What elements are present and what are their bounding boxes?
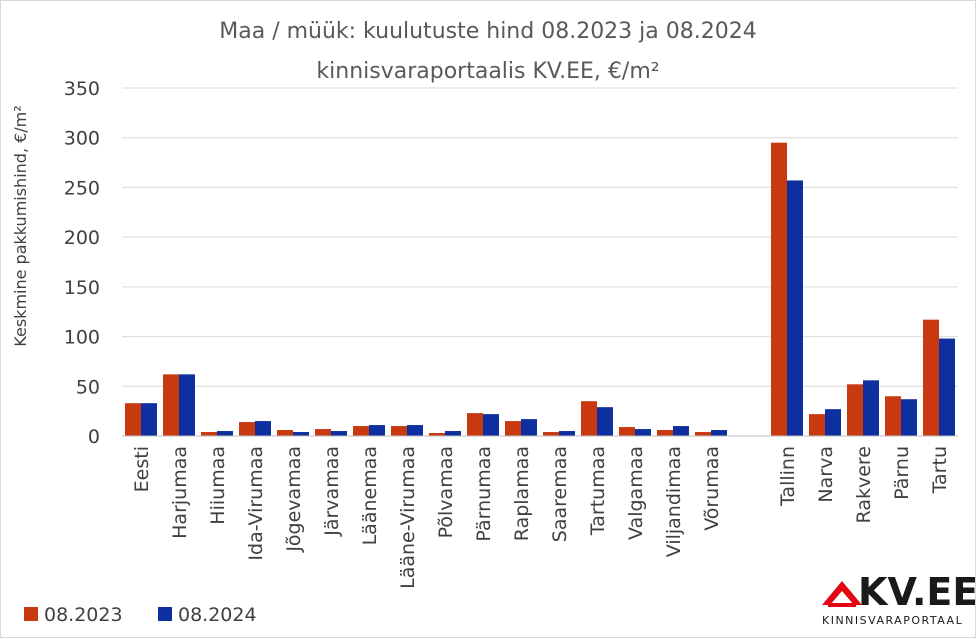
x-tick-label: Tartumaa [587, 446, 609, 536]
logo-subtitle: KINNISVARAPORTAAL [822, 614, 963, 627]
x-tick-label: Lääne-Virumaa [397, 446, 419, 589]
bar-08.2024-Hiiumaa [217, 431, 233, 436]
gridlines [122, 87, 958, 387]
bar-08.2023-Tartumaa [581, 401, 597, 436]
legend-swatch-08.2024 [158, 607, 172, 621]
bar-08.2024-Järvamaa [331, 431, 347, 436]
y-axis-ticks: 0 50 100 150 200 250 300 350 [64, 78, 100, 448]
bar-08.2023-Põlvamaa [429, 433, 445, 436]
x-tick-label: Jõgevamaa [283, 446, 305, 553]
x-tick-label: Võrumaa [701, 446, 723, 531]
logo-text: KV.EE [858, 570, 976, 614]
y-tick-label: 350 [64, 78, 100, 100]
chart-title: Maa / müük: kuulutuste hind 08.2023 ja 0… [219, 19, 757, 84]
x-tick-label: Tartu [929, 446, 951, 494]
bar-08.2023-Jõgevamaa [277, 430, 293, 436]
bar-08.2024-Raplamaa [521, 419, 537, 436]
bar-08.2023-Pärnumaa [467, 413, 483, 436]
bar-08.2023-Saaremaa [543, 432, 559, 436]
y-tick-label: 300 [64, 128, 100, 150]
bar-08.2023-Eesti [125, 403, 141, 436]
bar-08.2023-Järvamaa [315, 429, 331, 436]
bar-08.2023-Lääne-Virumaa [391, 426, 407, 436]
legend-label: 08.2023 [44, 604, 123, 626]
bar-08.2024-Tallinn [787, 180, 803, 436]
bar-08.2024-Eesti [141, 403, 157, 436]
bar-08.2024-Võrumaa [711, 430, 727, 436]
house-icon [822, 581, 862, 607]
x-tick-label: Narva [815, 446, 837, 503]
bar-08.2023-Harjumaa [163, 374, 179, 436]
bar-08.2023-Narva [809, 414, 825, 436]
x-tick-label: Järvamaa [321, 446, 343, 537]
bar-08.2024-Rakvere [863, 380, 879, 436]
bar-08.2024-Pärnumaa [483, 414, 499, 436]
y-axis-label: Keskmine pakkumishind, €/m² [11, 105, 30, 346]
bar-08.2024-Harjumaa [179, 374, 195, 436]
y-tick-label: 250 [64, 177, 100, 199]
x-tick-label: Ida-Virumaa [245, 446, 267, 561]
bars [125, 142, 955, 436]
bar-08.2024-Ida-Virumaa [255, 421, 271, 436]
y-tick-label: 200 [64, 227, 100, 249]
y-tick-label: 150 [64, 277, 100, 299]
x-tick-label: Läänemaa [359, 446, 381, 545]
x-tick-label: Põlvamaa [435, 446, 457, 538]
bar-08.2024-Põlvamaa [445, 431, 461, 436]
bar-08.2024-Jõgevamaa [293, 432, 309, 436]
x-axis-ticks: Eesti Harjumaa Hiiumaa Ida-Virumaa Jõgevamaa… [131, 446, 951, 589]
bar-08.2023-Läänemaa [353, 426, 369, 436]
x-tick-label: Valgamaa [625, 446, 647, 540]
bar-08.2023-Võrumaa [695, 432, 711, 436]
chart-title-line-1: Maa / müük: kuulutuste hind 08.2023 ja 0… [219, 19, 757, 44]
bar-08.2024-Narva [825, 409, 841, 436]
x-tick-label: Saaremaa [549, 446, 571, 542]
bar-08.2023-Pärnu [885, 396, 901, 436]
legend-label: 08.2024 [178, 604, 257, 626]
legend-swatch-08.2023 [24, 607, 38, 621]
bar-08.2024-Lääne-Virumaa [407, 425, 423, 436]
x-tick-label: Hiiumaa [207, 446, 229, 525]
bar-08.2023-Tartu [923, 319, 939, 436]
x-tick-label: Pärnu [891, 446, 913, 500]
x-tick-label: Harjumaa [169, 446, 191, 539]
bar-08.2023-Tallinn [771, 142, 787, 436]
legend: 08.2023 08.2024 [24, 604, 257, 626]
x-tick-label: Viljandimaa [663, 446, 685, 557]
bar-08.2024-Saaremaa [559, 431, 575, 436]
x-tick-label: Tallinn [777, 446, 799, 507]
y-tick-label: 0 [88, 426, 100, 448]
bar-08.2023-Raplamaa [505, 421, 521, 436]
chart-title-line-2: kinnisvaraportaalis KV.EE, €/m² [316, 59, 659, 84]
bar-08.2023-Hiiumaa [201, 432, 217, 436]
x-tick-label: Rakvere [853, 446, 875, 523]
bar-08.2024-Tartumaa [597, 407, 613, 436]
kv-ee-logo: KV.EE KINNISVARAPORTAAL [822, 570, 976, 627]
bar-08.2024-Tartu [939, 338, 955, 436]
x-tick-label: Pärnumaa [473, 446, 495, 542]
y-tick-label: 100 [64, 327, 100, 349]
bar-08.2024-Pärnu [901, 399, 917, 436]
bar-08.2023-Viljandimaa [657, 430, 673, 436]
bar-08.2024-Läänemaa [369, 425, 385, 436]
y-tick-label: 50 [76, 376, 100, 398]
x-tick-label: Raplamaa [511, 446, 533, 541]
bar-08.2023-Rakvere [847, 384, 863, 436]
bar-08.2023-Valgamaa [619, 427, 635, 436]
bar-08.2023-Ida-Virumaa [239, 422, 255, 436]
x-tick-label: Eesti [131, 446, 153, 492]
bar-08.2024-Viljandimaa [673, 426, 689, 436]
bar-08.2024-Valgamaa [635, 429, 651, 436]
